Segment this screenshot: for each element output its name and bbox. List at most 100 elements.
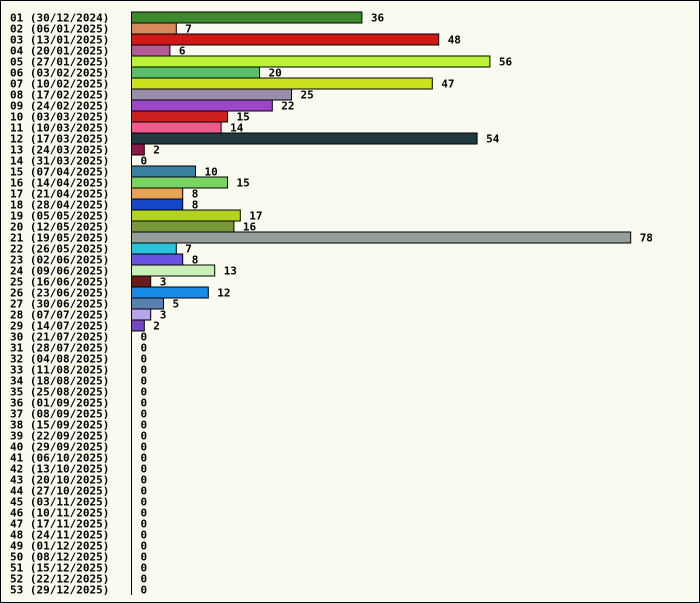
category-label: 26 (23/06/2025) — [10, 287, 109, 300]
value-label: 7 — [185, 23, 192, 36]
category-label: 17 (21/04/2025) — [10, 188, 109, 201]
value-label: 0 — [141, 485, 148, 498]
bar — [131, 297, 164, 310]
bar — [131, 231, 632, 244]
category-label: 37 (08/09/2025) — [10, 408, 109, 421]
value-label: 0 — [141, 474, 148, 487]
value-label: 0 — [141, 430, 148, 443]
category-label: 38 (15/09/2025) — [10, 419, 109, 432]
category-label: 14 (31/03/2025) — [10, 155, 109, 168]
value-label: 56 — [499, 56, 513, 69]
category-label: 19 (05/05/2025) — [10, 210, 109, 223]
bar — [131, 55, 491, 68]
value-label: 0 — [141, 419, 148, 432]
value-label: 0 — [141, 342, 148, 355]
category-label: 23 (02/06/2025) — [10, 254, 109, 267]
value-label: 15 — [237, 111, 250, 124]
value-label: 10 — [205, 166, 218, 179]
bar — [131, 11, 363, 24]
value-label: 0 — [141, 463, 148, 476]
category-label: 08 (17/02/2025) — [10, 89, 109, 102]
value-label: 16 — [243, 221, 257, 234]
bar — [131, 264, 216, 277]
bar — [131, 44, 171, 57]
category-label: 51 (15/12/2025) — [10, 562, 109, 575]
bar — [131, 77, 433, 90]
category-label: 21 (19/05/2025) — [10, 232, 109, 245]
category-label: 45 (03/11/2025) — [10, 496, 109, 509]
bar — [131, 286, 209, 299]
bar — [131, 110, 228, 123]
category-label: 34 (18/08/2025) — [10, 375, 109, 388]
value-label: 0 — [141, 507, 148, 520]
category-label: 13 (24/03/2025) — [10, 144, 109, 157]
bar — [131, 275, 152, 288]
bar — [131, 33, 440, 46]
category-label: 10 (03/03/2025) — [10, 111, 109, 124]
category-label: 09 (24/02/2025) — [10, 100, 109, 113]
value-label: 0 — [141, 518, 148, 531]
value-label: 3 — [160, 276, 167, 289]
category-label: 22 (26/05/2025) — [10, 243, 109, 256]
category-label: 35 (25/08/2025) — [10, 386, 109, 399]
bar — [131, 198, 184, 211]
value-label: 12 — [217, 287, 230, 300]
category-label: 27 (30/06/2025) — [10, 298, 109, 311]
bar — [131, 209, 241, 222]
category-label: 31 (28/07/2025) — [10, 342, 109, 355]
category-label: 28 (07/07/2025) — [10, 309, 109, 322]
value-label: 3 — [160, 309, 167, 322]
category-label: 15 (07/04/2025) — [10, 166, 109, 179]
value-label: 25 — [301, 89, 314, 102]
value-label: 0 — [141, 408, 148, 421]
bar — [131, 220, 235, 233]
bar — [131, 99, 273, 112]
category-label: 05 (27/01/2025) — [10, 56, 109, 69]
value-label: 6 — [179, 45, 186, 58]
value-label: 0 — [141, 386, 148, 399]
category-label: 01 (30/12/2024) — [10, 12, 109, 25]
bar — [131, 308, 152, 321]
category-label: 18 (28/04/2025) — [10, 199, 109, 212]
category-label: 43 (20/10/2025) — [10, 474, 109, 487]
category-label: 50 (08/12/2025) — [10, 551, 109, 564]
category-label: 44 (27/10/2025) — [10, 485, 109, 498]
value-label: 0 — [141, 353, 148, 366]
category-label: 39 (22/09/2025) — [10, 430, 109, 443]
category-label: 04 (20/01/2025) — [10, 45, 109, 58]
value-label: 0 — [141, 364, 148, 377]
value-label: 5 — [173, 298, 180, 311]
category-label: 03 (13/01/2025) — [10, 34, 109, 47]
value-label: 0 — [141, 441, 148, 454]
category-label: 25 (16/06/2025) — [10, 276, 109, 289]
bar — [131, 187, 184, 200]
category-label: 32 (04/08/2025) — [10, 353, 109, 366]
category-label: 30 (21/07/2025) — [10, 331, 109, 344]
category-label: 12 (17/03/2025) — [10, 133, 109, 146]
category-label: 33 (11/08/2025) — [10, 364, 109, 377]
category-label: 40 (29/09/2025) — [10, 441, 109, 454]
category-label: 53 (29/12/2025) — [10, 584, 109, 597]
value-label: 13 — [224, 265, 237, 278]
category-label: 48 (24/11/2025) — [10, 529, 109, 542]
bar — [131, 22, 177, 35]
value-label: 0 — [141, 529, 148, 542]
bar — [131, 242, 177, 255]
value-label: 15 — [237, 177, 250, 190]
value-label: 0 — [141, 573, 148, 586]
value-label: 14 — [230, 122, 244, 135]
bar — [131, 176, 228, 189]
value-label: 2 — [153, 144, 160, 157]
value-label: 0 — [141, 584, 148, 597]
bar — [131, 66, 260, 79]
bar — [131, 253, 184, 266]
value-label: 0 — [141, 562, 148, 575]
category-label: 20 (12/05/2025) — [10, 221, 109, 234]
category-label: 36 (01/09/2025) — [10, 397, 109, 410]
value-label: 78 — [640, 232, 653, 245]
category-label: 42 (13/10/2025) — [10, 463, 109, 476]
value-label: 0 — [141, 496, 148, 509]
value-label: 20 — [269, 67, 282, 80]
